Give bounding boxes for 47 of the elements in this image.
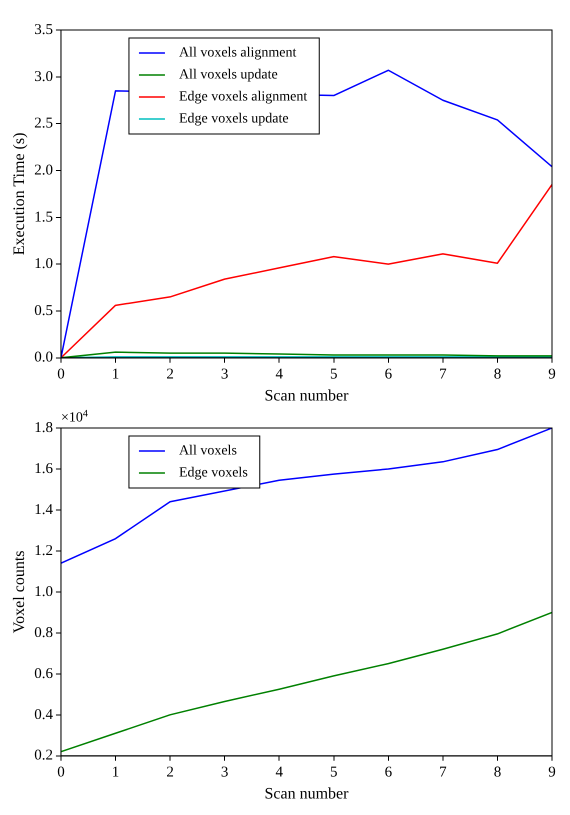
x-tick-label: 5 xyxy=(330,764,338,781)
x-tick-label: 6 xyxy=(384,366,393,383)
legend-label: All voxels alignment xyxy=(178,46,296,61)
x-tick-label: 2 xyxy=(166,366,174,383)
y-tick-label: 2.5 xyxy=(34,116,53,132)
legend-label: All voxels xyxy=(178,444,237,459)
x-tick-label: 9 xyxy=(548,764,556,781)
x-tick-label: 5 xyxy=(330,366,338,383)
y-tick-label: 1.2 xyxy=(34,542,53,559)
x-axis-title: Scan number xyxy=(264,388,350,405)
x-tick-label: 3 xyxy=(220,764,228,781)
x-tick-label: 7 xyxy=(439,366,448,383)
x-tick-label: 3 xyxy=(220,366,228,383)
y-tick-label: 1.8 xyxy=(34,420,53,436)
x-tick-label: 0 xyxy=(57,366,65,383)
y-tick-label: 0.0 xyxy=(34,350,53,366)
x-tick-label: 2 xyxy=(166,764,174,781)
x-tick-label: 1 xyxy=(112,764,120,781)
y-tick-label: 1.6 xyxy=(34,460,54,477)
x-tick-label: 4 xyxy=(275,366,284,383)
y-tick-label: 2.0 xyxy=(34,162,53,178)
y-tick-label: 0.8 xyxy=(34,624,53,641)
y-axis-title: Voxel counts xyxy=(10,550,28,634)
x-tick-label: 7 xyxy=(439,764,448,781)
x-tick-label: 1 xyxy=(112,366,120,383)
x-tick-label: 6 xyxy=(384,764,393,781)
y-tick-label: 0.6 xyxy=(34,666,54,682)
y-tick-label: 3.0 xyxy=(34,68,53,85)
y-tick-label: 3.5 xyxy=(34,22,53,38)
legend-label: Edge voxels alignment xyxy=(178,90,308,105)
legend-label: Edge voxels update xyxy=(178,112,289,127)
y-tick-label: 0.4 xyxy=(34,706,54,723)
y-tick-label: 0.2 xyxy=(34,748,53,764)
y-axis-title: Execution Time (s) xyxy=(10,132,28,256)
x-tick-label: 0 xyxy=(57,764,65,781)
legend-label: Edge voxels xyxy=(178,466,248,481)
legend-label: All voxels update xyxy=(178,68,278,83)
x-axis-title: Scan number xyxy=(264,786,350,803)
x-tick-label: 4 xyxy=(275,764,284,781)
x-tick-label: 8 xyxy=(494,764,502,781)
y-tick-label: 0.5 xyxy=(34,302,53,319)
x-tick-label: 8 xyxy=(494,366,502,383)
y-tick-label: 1.4 xyxy=(34,502,54,518)
y-tick-label: 1.5 xyxy=(34,209,53,226)
y-tick-label: 1.0 xyxy=(34,584,53,600)
y-tick-label: 1.0 xyxy=(34,256,53,272)
x-tick-label: 9 xyxy=(548,366,556,383)
